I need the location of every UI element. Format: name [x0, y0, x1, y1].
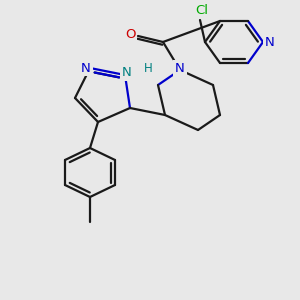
- Text: H: H: [144, 61, 152, 74]
- Text: N: N: [265, 35, 275, 49]
- Text: N: N: [122, 67, 132, 80]
- Text: N: N: [175, 61, 185, 74]
- Text: Cl: Cl: [196, 4, 208, 17]
- Text: O: O: [125, 28, 135, 40]
- Text: N: N: [81, 61, 91, 74]
